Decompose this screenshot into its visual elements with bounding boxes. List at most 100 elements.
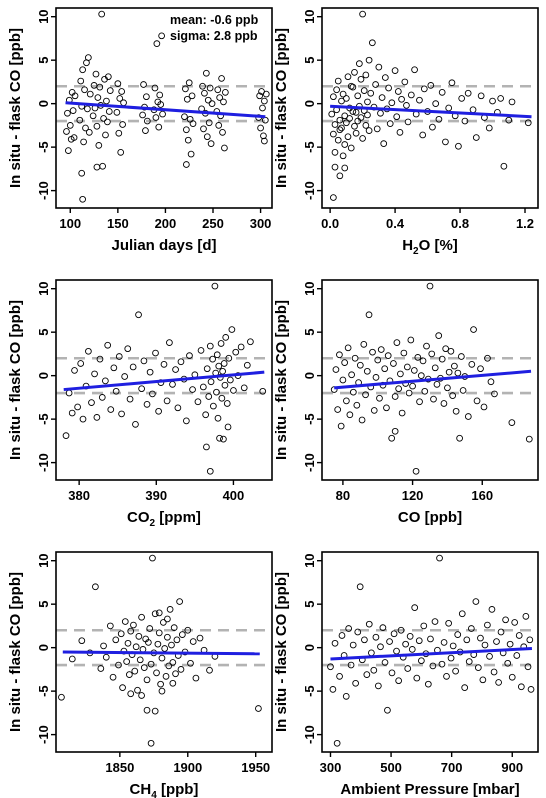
- data-point: [334, 136, 342, 144]
- data-point: [343, 397, 350, 405]
- x-tick-label: 1900: [173, 760, 202, 775]
- data-point: [95, 142, 103, 149]
- data-point: [102, 653, 110, 661]
- data-point: [342, 692, 350, 700]
- data-point: [527, 686, 535, 693]
- data-point: [346, 411, 354, 419]
- data-point: [164, 615, 171, 623]
- data-point: [350, 388, 357, 396]
- data-point: [214, 86, 222, 94]
- plot-frame: [321, 7, 539, 209]
- data-point: [205, 119, 213, 127]
- data-point: [369, 348, 376, 356]
- data-point: [100, 642, 107, 650]
- y-tick-label: 10: [302, 281, 317, 295]
- data-point: [398, 95, 405, 103]
- data-point: [215, 122, 223, 129]
- data-point: [347, 144, 355, 152]
- data-point: [97, 665, 105, 672]
- data-point: [223, 400, 231, 407]
- data-point: [114, 80, 122, 88]
- data-point: [459, 387, 467, 394]
- data-point: [436, 554, 443, 562]
- data-point: [362, 391, 369, 399]
- y-tick-label: 10: [36, 553, 51, 567]
- data-point: [402, 640, 409, 648]
- data-point: [201, 89, 208, 97]
- data-point: [92, 70, 100, 78]
- y-tick-label: 5: [36, 57, 51, 64]
- data-point: [400, 349, 408, 357]
- data-point: [135, 632, 143, 640]
- fit-line: [330, 104, 532, 119]
- data-point: [484, 354, 491, 362]
- plot-frame: [321, 551, 539, 753]
- data-point: [158, 32, 165, 40]
- data-point: [331, 148, 339, 156]
- data-point: [327, 663, 334, 671]
- y-tick-label: 10: [36, 9, 51, 23]
- y-axis-label: In situ - flask CO [ppb]: [7, 28, 24, 188]
- data-point: [360, 87, 368, 94]
- data-point: [66, 122, 74, 129]
- data-point: [357, 75, 365, 83]
- data-point: [333, 86, 340, 94]
- data-point: [220, 360, 228, 367]
- data-point: [407, 91, 415, 99]
- data-point: [225, 354, 233, 362]
- data-point: [359, 10, 366, 18]
- data-point: [431, 364, 439, 372]
- x-axis-label: CO [ppb]: [398, 509, 462, 526]
- data-point: [370, 666, 378, 674]
- data-point: [465, 658, 473, 665]
- y-tick-label: 0: [36, 644, 51, 651]
- data-point: [404, 118, 412, 126]
- data-point: [109, 673, 117, 681]
- data-point: [445, 104, 453, 112]
- data-point: [104, 73, 112, 81]
- data-point: [172, 670, 179, 678]
- data-point: [218, 75, 225, 82]
- data-point: [237, 343, 245, 351]
- data-point: [415, 637, 423, 645]
- data-point: [374, 356, 382, 364]
- data-point: [454, 631, 462, 638]
- data-point: [508, 98, 516, 106]
- data-point: [262, 90, 270, 98]
- data-point: [98, 10, 106, 18]
- data-point: [58, 693, 65, 701]
- data-point: [489, 97, 496, 105]
- data-point: [156, 91, 164, 99]
- data-point: [344, 73, 352, 81]
- data-point: [161, 645, 169, 652]
- data-point: [173, 636, 181, 644]
- data-point: [351, 354, 359, 362]
- data-point: [486, 652, 493, 660]
- data-point: [85, 54, 92, 61]
- data-point: [151, 707, 159, 715]
- fit-line: [334, 369, 532, 390]
- data-point: [505, 116, 513, 124]
- data-point: [447, 347, 455, 355]
- data-point: [403, 102, 410, 109]
- data-point: [344, 344, 352, 352]
- data-point: [189, 386, 196, 393]
- panel-marks: 1850 1900 1950 -10 -5 0 5 10: [36, 551, 273, 775]
- data-point: [79, 66, 86, 74]
- data-point: [377, 346, 385, 353]
- data-point: [504, 659, 512, 667]
- data-point: [491, 390, 498, 398]
- data-point: [147, 660, 155, 668]
- data-point: [343, 95, 350, 102]
- data-point: [134, 686, 141, 694]
- data-point: [352, 129, 360, 137]
- y-tick-label: -5: [302, 685, 317, 697]
- data-point: [219, 367, 226, 375]
- data-point: [334, 77, 342, 85]
- data-point: [203, 443, 210, 451]
- data-point: [117, 630, 125, 638]
- data-point: [440, 400, 448, 407]
- data-point: [438, 660, 446, 668]
